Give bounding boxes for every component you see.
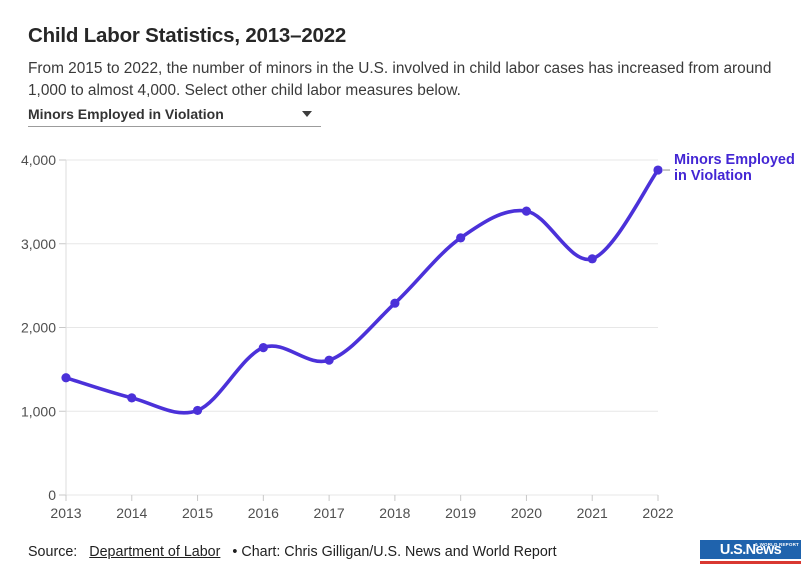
data-point-2016[interactable]: [258, 343, 268, 353]
x-axis-label: 2018: [379, 505, 410, 520]
usnews-logo[interactable]: U.S.News & WORLD REPORT: [700, 540, 801, 565]
series-label: Minors Employed in Violation: [674, 152, 795, 184]
x-axis-label: 2019: [445, 505, 476, 520]
data-point-2015[interactable]: [192, 405, 203, 416]
source-prefix: Source:: [28, 544, 78, 560]
measure-dropdown[interactable]: Minors Employed in Violation: [28, 101, 321, 127]
x-axis-label: 2021: [577, 505, 608, 520]
data-point-2014[interactable]: [127, 393, 137, 403]
usnews-logo-tagline: & WORLD REPORT: [754, 541, 799, 547]
data-point-2019[interactable]: [456, 233, 466, 243]
page-title: Child Labor Statistics, 2013–2022: [28, 23, 347, 47]
chevron-down-icon: [302, 110, 312, 117]
data-point-2021[interactable]: [587, 254, 597, 264]
usnews-logo-text: U.S.News: [719, 541, 782, 558]
page-subtitle: From 2015 to 2022, the number of minors …: [28, 60, 772, 99]
attribution: Source: Department of Labor • Chart: Chr…: [28, 544, 557, 560]
data-point-2018[interactable]: [390, 298, 400, 308]
data-point-2017[interactable]: [324, 355, 334, 365]
x-axis-label: 2017: [314, 505, 345, 520]
usnews-logo-box: U.S.News & WORLD REPORT: [700, 540, 801, 559]
y-axis-label: 3,000: [21, 236, 56, 252]
x-axis-label: 2014: [116, 505, 147, 520]
source-link[interactable]: Department of Labor: [89, 544, 221, 560]
usnews-logo-stripe: [700, 561, 801, 564]
x-axis-label: 2016: [248, 505, 279, 520]
data-point-2022[interactable]: [653, 165, 663, 175]
x-axis-label: 2015: [182, 505, 213, 520]
y-axis-label: 2,000: [21, 320, 56, 336]
chart-credit: • Chart: Chris Gilligan/U.S. News and Wo…: [232, 544, 557, 560]
line-chart-svg[interactable]: 0 1,000 2,000 3,000 4,000 2013 2014 2015 2016 201…: [0, 140, 808, 521]
data-point-2020[interactable]: [521, 206, 532, 216]
trend-line: [64, 168, 660, 415]
y-axis-label: 4,000: [21, 152, 56, 168]
y-axis-label: 0: [48, 487, 56, 503]
line-chart: 0 1,000 2,000 3,000 4,000 2013 2014 2015 2016 201…: [0, 140, 808, 521]
measure-dropdown-selected: Minors Employed in Violation: [28, 105, 224, 122]
x-axis-label: 2020: [511, 505, 542, 520]
data-point-2013[interactable]: [61, 373, 71, 383]
x-axis-label: 2022: [642, 505, 673, 520]
x-axis-label: 2013: [50, 505, 81, 520]
y-axis-label: 1,000: [21, 403, 56, 419]
